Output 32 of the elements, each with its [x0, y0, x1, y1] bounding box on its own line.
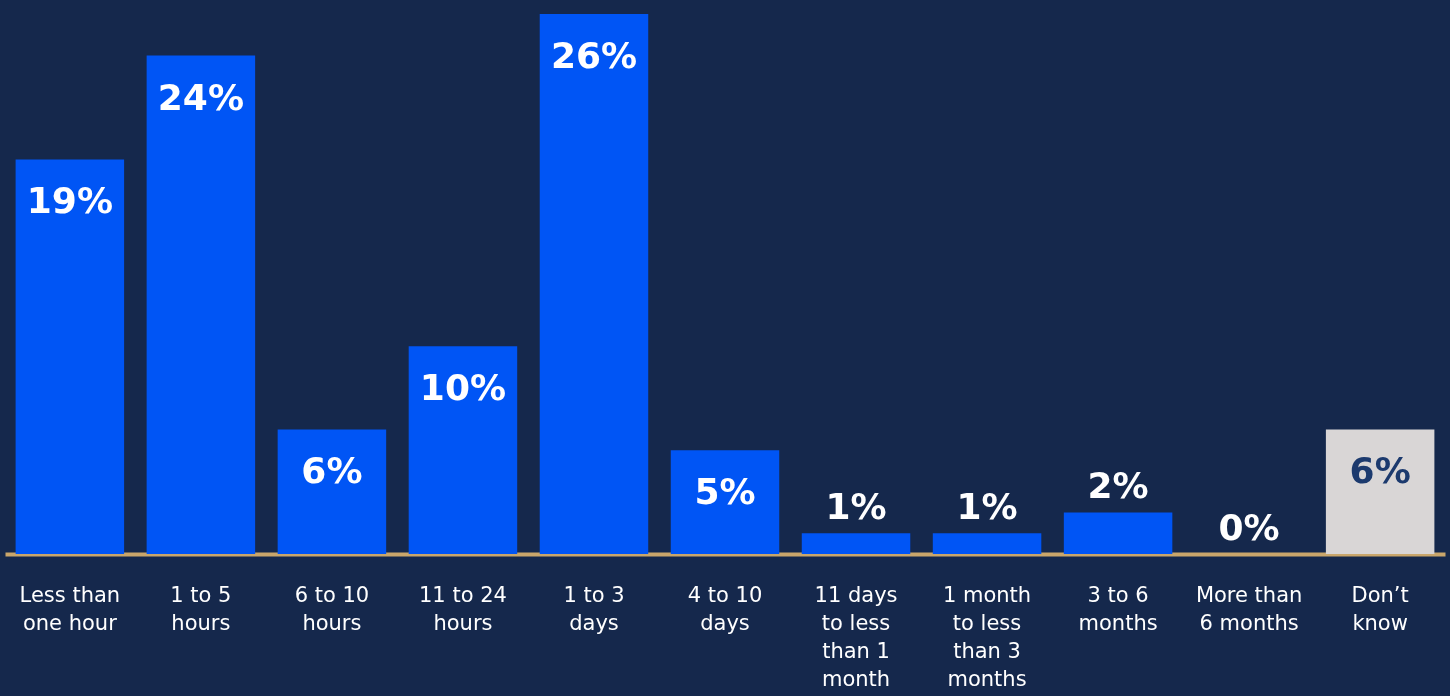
- x-tick-label: 1 to 3 days: [563, 582, 625, 635]
- bar: [277, 429, 387, 554]
- data-label: 10%: [419, 367, 507, 409]
- x-tick-label: 6 to 10 hours: [294, 582, 370, 635]
- x-tick-label: Don’t know: [1351, 582, 1409, 635]
- bar: [15, 159, 125, 554]
- data-label: 5%: [694, 471, 756, 513]
- bar: [1325, 429, 1435, 554]
- x-tick-label: 3 to 6 months: [1078, 582, 1158, 635]
- data-label: 6%: [301, 450, 363, 492]
- data-label: 19%: [26, 180, 113, 222]
- x-tick-label: 4 to 10 days: [687, 582, 763, 635]
- x-tick-label: More than 6 months: [1195, 582, 1303, 635]
- x-tick-label: 1 month to less than 3 months: [942, 582, 1032, 691]
- data-label: 2%: [1087, 465, 1149, 507]
- bar: [146, 55, 256, 554]
- data-label: 0%: [1218, 507, 1280, 548]
- data-label: 1%: [825, 486, 887, 528]
- bar: [670, 450, 780, 554]
- data-label: 24%: [157, 76, 244, 118]
- data-label: 6%: [1349, 450, 1411, 492]
- x-tick-label: Less than one hour: [19, 582, 121, 635]
- bar: [408, 346, 518, 554]
- bar: [1063, 512, 1173, 554]
- data-label: 1%: [956, 486, 1018, 528]
- bar: [932, 533, 1042, 554]
- x-tick-label: 11 days to less than 1 month: [814, 582, 898, 691]
- x-tick-label: 11 to 24 hours: [419, 582, 507, 635]
- bar: [801, 533, 911, 554]
- data-label: 26%: [550, 35, 638, 76]
- bar: [539, 14, 649, 554]
- x-tick-label: 1 to 5 hours: [170, 582, 232, 635]
